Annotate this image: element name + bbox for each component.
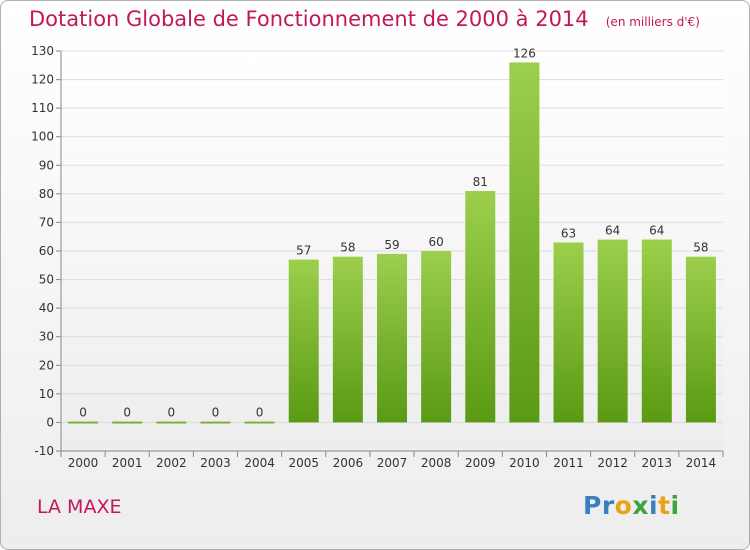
bar[interactable] — [509, 62, 540, 423]
data-label: 57 — [296, 244, 311, 258]
y-tick-label: 80 — [39, 187, 54, 201]
bar[interactable] — [553, 242, 584, 423]
logo-letter: t — [658, 491, 671, 520]
y-tick-label: 70 — [39, 215, 54, 229]
x-tick-label: 2000 — [68, 456, 99, 470]
x-tick-label: 2008 — [421, 456, 452, 470]
bar[interactable] — [244, 421, 275, 424]
unit-note: (en milliers d'€) — [605, 15, 700, 29]
bar[interactable] — [156, 421, 187, 424]
logo-letter: x — [632, 491, 649, 520]
bar[interactable] — [377, 253, 407, 423]
x-tick-label: 2006 — [333, 456, 364, 470]
y-tick-label: 110 — [31, 101, 54, 115]
proxiti-logo[interactable]: Proxiti — [583, 491, 680, 520]
logo-letter: i — [670, 491, 680, 520]
logo-letter: o — [614, 491, 633, 520]
data-label: 64 — [649, 224, 664, 238]
y-tick-label: 0 — [46, 415, 54, 429]
title-row: Dotation Globale de Fonctionnement de 20… — [29, 7, 700, 31]
x-tick-label: 2010 — [509, 456, 540, 470]
data-label: 126 — [513, 46, 536, 60]
x-tick-label: 2009 — [465, 456, 496, 470]
x-tick-label: 2005 — [288, 456, 319, 470]
x-tick-label: 2013 — [642, 456, 673, 470]
data-label: 64 — [605, 224, 620, 238]
data-label: 58 — [340, 241, 355, 255]
bar[interactable] — [597, 239, 628, 423]
y-tick-label: 10 — [39, 387, 54, 401]
y-tick-label: 130 — [31, 44, 54, 58]
bar[interactable] — [200, 421, 231, 424]
x-tick-label: 2014 — [686, 456, 717, 470]
logo-letter: r — [601, 491, 615, 520]
commune-name: LA MAXE — [37, 496, 122, 518]
x-tick-label: 2001 — [112, 456, 143, 470]
y-tick-label: 100 — [31, 130, 54, 144]
y-tick-label: -10 — [34, 444, 54, 458]
y-tick-label: 40 — [39, 301, 54, 315]
y-tick-label: 50 — [39, 273, 54, 287]
data-label: 0 — [123, 405, 131, 419]
x-axis: 2000 2001 2002 2003 2004 2005 2006 2007 2008 2009… — [60, 450, 724, 470]
bar[interactable] — [421, 251, 452, 423]
data-label: 81 — [473, 175, 488, 189]
bars — [68, 62, 716, 424]
data-labels: 0 0 0 0 0 57 58 59 60 81 126 63 64 64 58 — [79, 46, 708, 419]
y-tick-label: 90 — [39, 158, 54, 172]
bar[interactable] — [288, 259, 319, 423]
bar[interactable] — [685, 256, 716, 423]
data-label: 0 — [79, 405, 87, 419]
y-axis: -10 0 10 20 30 40 50 60 70 80 90 100 110 120 130 — [31, 44, 62, 458]
logo-letter: i — [649, 491, 659, 520]
bar[interactable] — [332, 256, 363, 423]
logo-letter: P — [583, 491, 602, 520]
x-tick-label: 2012 — [597, 456, 628, 470]
data-label: 0 — [212, 405, 220, 419]
y-tick-label: 120 — [31, 73, 54, 87]
data-label: 0 — [168, 405, 176, 419]
y-tick-label: 20 — [39, 358, 54, 372]
y-tick-label: 60 — [39, 244, 54, 258]
data-label: 60 — [428, 235, 443, 249]
data-label: 0 — [256, 405, 264, 419]
x-tick-label: 2011 — [553, 456, 584, 470]
x-tick-label: 2007 — [377, 456, 408, 470]
chart-title: Dotation Globale de Fonctionnement de 20… — [29, 7, 589, 31]
data-label: 58 — [693, 241, 708, 255]
data-label: 63 — [561, 226, 576, 240]
x-tick-label: 2003 — [200, 456, 231, 470]
bar[interactable] — [641, 239, 672, 423]
y-tick-label: 30 — [39, 330, 54, 344]
bar[interactable] — [465, 191, 496, 423]
data-label: 59 — [384, 238, 399, 252]
bar[interactable] — [112, 421, 143, 424]
x-tick-label: 2004 — [244, 456, 275, 470]
bar[interactable] — [68, 421, 99, 424]
x-tick-label: 2002 — [156, 456, 187, 470]
